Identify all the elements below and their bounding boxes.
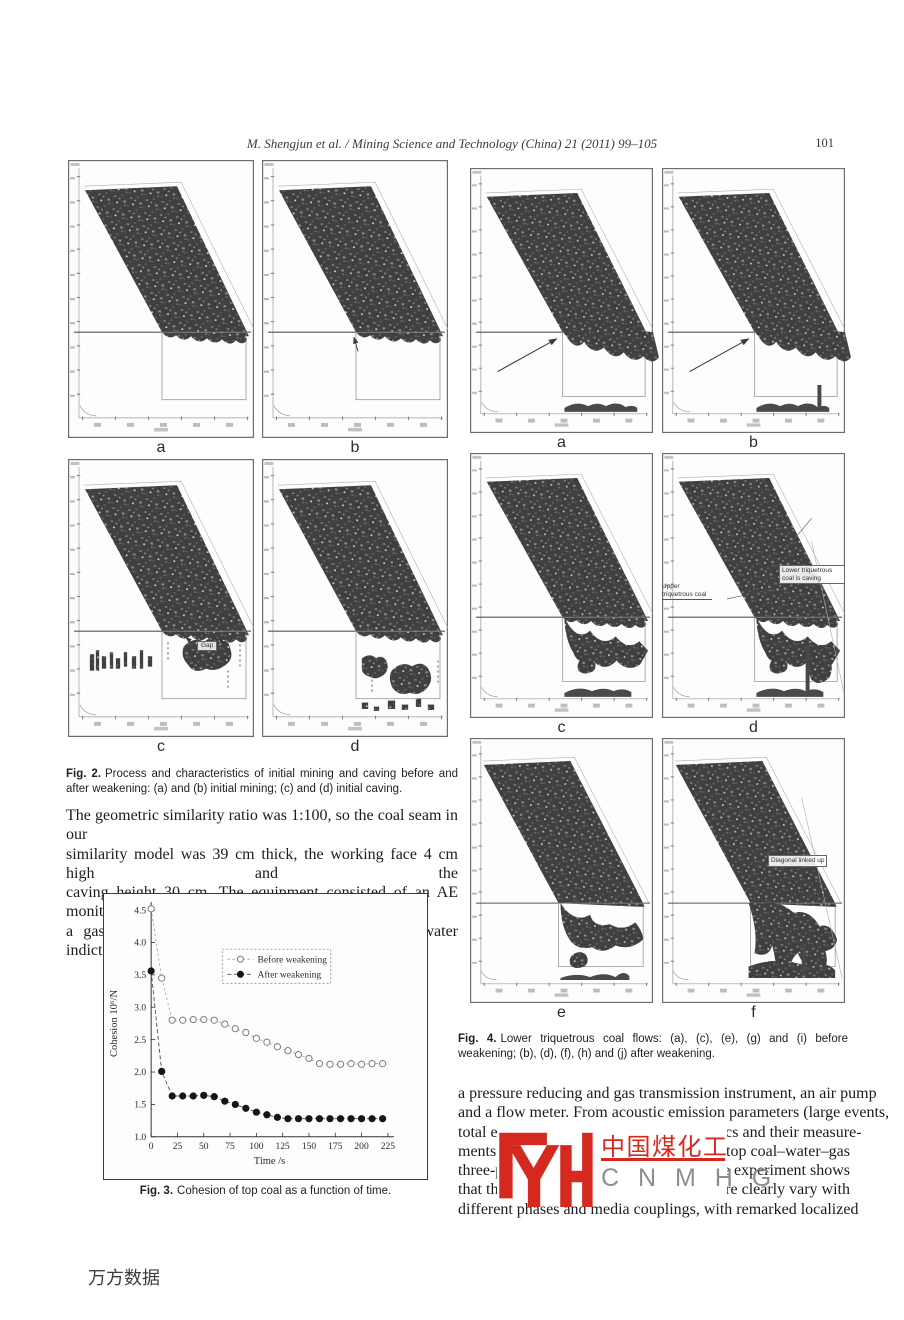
paragraph-line: and a flow meter. From acoustic emission…	[458, 1104, 890, 1122]
logo-chinese-text: 中国煤化工	[601, 1134, 729, 1161]
fig4-panel-label-b: b	[749, 434, 758, 451]
fig4-panel-a	[470, 168, 653, 433]
svg-text:4.5: 4.5	[134, 906, 146, 916]
svg-text:3.0: 3.0	[134, 1003, 146, 1013]
paragraph-line: a pressure reducing and gas transmission…	[458, 1085, 877, 1102]
fig4-panel-label-a: a	[557, 434, 566, 451]
running-head-citation: M. Shengjun et al. / Mining Science and …	[246, 136, 658, 151]
fig2-panel-c	[68, 459, 254, 737]
cnmhg-monogram-icon	[499, 1132, 593, 1207]
fig4-panel-label-d: d	[749, 719, 758, 736]
fig2-panel-b	[262, 160, 448, 438]
left-column-paragraph: The geometric similarity ratio was 1:100…	[66, 806, 458, 959]
figure4-caption-text: Lower triquetrous coal flows: (a), (c), …	[458, 1033, 848, 1060]
cnmhg-watermark-logo: 中国煤化工 C N M H G	[497, 1125, 771, 1207]
fig4-panel-d	[662, 453, 845, 718]
svg-text:25: 25	[173, 1142, 183, 1152]
cohesion-time-plot: 0 25 50 75 100 125 150 175 200 225 1.0 1.5 2.0 2.5 3.0…	[109, 902, 395, 1167]
page-header: M. Shengjun et al. / Mining Science and …	[0, 136, 904, 156]
svg-text:75: 75	[225, 1142, 235, 1152]
paragraph-line-fragmented: three-p. The experiment shows	[458, 1162, 850, 1180]
fig4-panel-e	[470, 738, 653, 1003]
figure4-caption: Fig. 4. Lower triquetrous coal flows: (a)…	[458, 1032, 848, 1061]
fig4-panel-b	[662, 168, 845, 433]
wanfang-watermark: 万方数据	[88, 1268, 160, 1288]
svg-text:3.5: 3.5	[134, 971, 146, 981]
diagonal-linked-up-annotation: Diagonal linked up	[768, 855, 828, 867]
fig2-panel-label-c: c	[157, 738, 165, 755]
figure4-panel-grid: a b c d e f Upper triquetrous coal Lower…	[470, 168, 846, 1023]
figure2-panel-grid: a b c d Gap	[68, 160, 450, 758]
svg-text:2.0: 2.0	[134, 1068, 146, 1078]
fig2-panel-a	[68, 160, 254, 438]
paragraph-line: similarity model was 39 cm thick, the wo…	[66, 845, 458, 882]
svg-text:0: 0	[149, 1142, 154, 1152]
figure3-caption-lead: Fig. 3.	[139, 1185, 174, 1197]
fig4-panel-f	[662, 738, 845, 1003]
legend: Before weakening After weakening	[221, 948, 332, 984]
upper-triquetrous-coal-annotation: Upper triquetrous coal	[662, 583, 712, 600]
figure3-chart: 0 25 50 75 100 125 150 175 200 225 1.0 1.5 2.0 2.5 3.0…	[103, 893, 428, 1180]
figure4-caption-lead: Fig. 4.	[458, 1033, 497, 1045]
paragraph-line: The geometric similarity ratio was 1:100…	[66, 807, 458, 844]
svg-text:100: 100	[249, 1142, 264, 1152]
x-axis-label: Time /s	[254, 1156, 285, 1167]
svg-text:2.5: 2.5	[134, 1036, 146, 1046]
fig2-panel-label-d: d	[350, 738, 360, 755]
legend-entry: After weakening	[257, 970, 321, 981]
fig4-panel-label-c: c	[557, 719, 566, 736]
svg-text:175: 175	[328, 1142, 343, 1152]
logo-latin-text: C N M H G	[601, 1164, 778, 1192]
fig4-panel-label-f: f	[751, 1004, 756, 1021]
figure2-caption: Fig. 2. Process and characteristics of in…	[66, 767, 458, 796]
series-after-weakening	[147, 967, 387, 1123]
gap-annotation: Gap	[197, 641, 218, 651]
fig2-panel-label-b: b	[350, 439, 360, 456]
figure3-caption: Fig. 3. Cohesion of top coal as a functio…	[103, 1184, 428, 1199]
svg-text:200: 200	[354, 1142, 369, 1152]
paragraph-line-fragmented: that th failure clearly vary with	[458, 1181, 850, 1199]
logo-rule	[601, 1158, 725, 1161]
svg-text:225: 225	[381, 1142, 396, 1152]
svg-text:4.0: 4.0	[134, 939, 146, 949]
fig2-panel-label-a: a	[156, 439, 166, 456]
svg-text:1.0: 1.0	[134, 1133, 146, 1143]
page-number: 101	[815, 136, 834, 150]
fig4-panel-c	[470, 453, 653, 718]
axes: 0 25 50 75 100 125 150 175 200 225 1.0 1.5 2.0 2.5 3.0…	[109, 902, 395, 1167]
series-before-weakening	[147, 905, 387, 1068]
figure2-caption-text: Process and characteristics of initial m…	[66, 768, 458, 795]
legend-entry: Before weakening	[257, 954, 327, 965]
svg-text:150: 150	[302, 1142, 317, 1152]
fig2-panel-d	[262, 459, 448, 737]
lower-triquetrous-coal-annotation: Lower triquetrous coal is caving	[779, 565, 845, 584]
svg-text:50: 50	[199, 1142, 209, 1152]
svg-text:1.5: 1.5	[134, 1101, 146, 1111]
fig4-panel-label-e: e	[557, 1004, 566, 1021]
paragraph-line-fragmented: ments of top coal–water–gas	[458, 1142, 850, 1160]
svg-text:125: 125	[276, 1142, 291, 1152]
y-axis-label: Cohesion 10⁶/N	[109, 990, 120, 1057]
figure3-caption-text: Cohesion of top coal as a function of ti…	[177, 1185, 392, 1197]
figure2-caption-lead: Fig. 2.	[66, 768, 102, 780]
paragraph-line: different phases and media couplings, wi…	[458, 1200, 859, 1218]
